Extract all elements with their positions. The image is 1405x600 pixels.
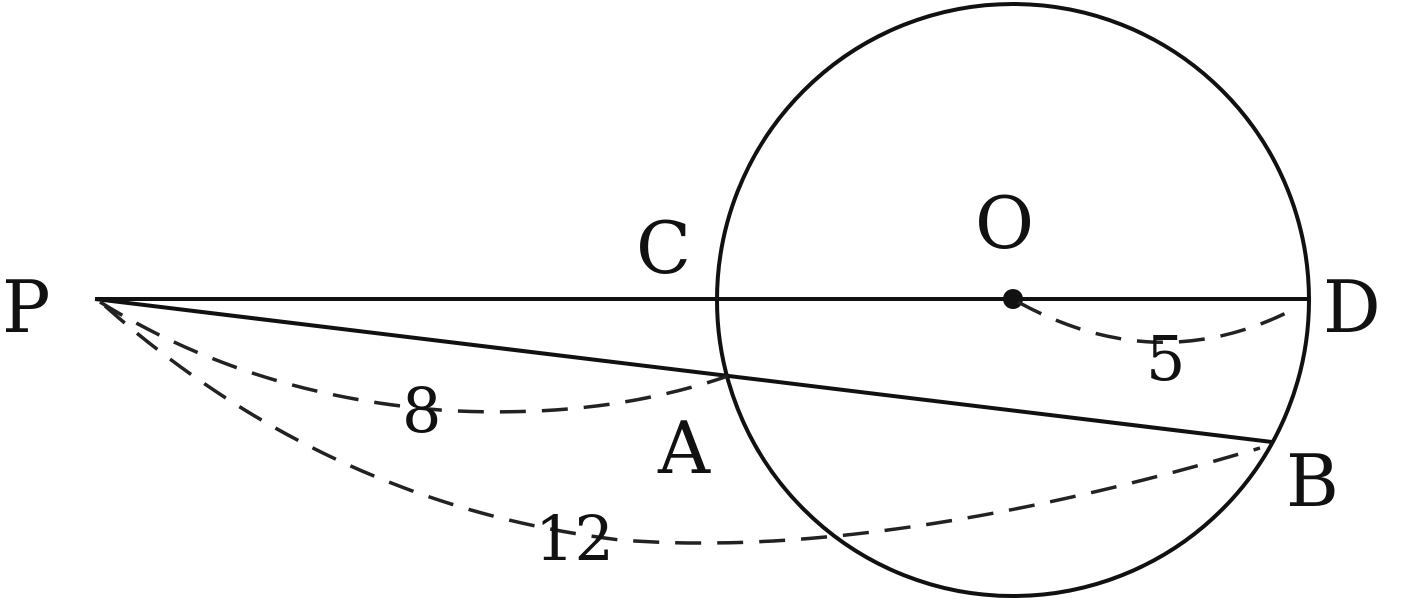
length-label-pb: 12 <box>535 502 614 575</box>
length-label-od: 5 <box>1146 322 1185 395</box>
label-d: D <box>1323 265 1381 349</box>
center-dot-o <box>1003 289 1023 309</box>
dashed-arc-pa <box>99 300 729 414</box>
label-p: P <box>2 265 50 349</box>
dashed-arc-pb <box>103 304 1261 545</box>
label-b: B <box>1286 439 1339 523</box>
secant-pb <box>94 297 1273 444</box>
dashed-arc-od <box>1017 300 1299 344</box>
label-o: O <box>975 181 1034 265</box>
length-label-pa: 8 <box>402 374 441 447</box>
label-c: C <box>636 206 691 290</box>
label-a: A <box>657 406 711 490</box>
